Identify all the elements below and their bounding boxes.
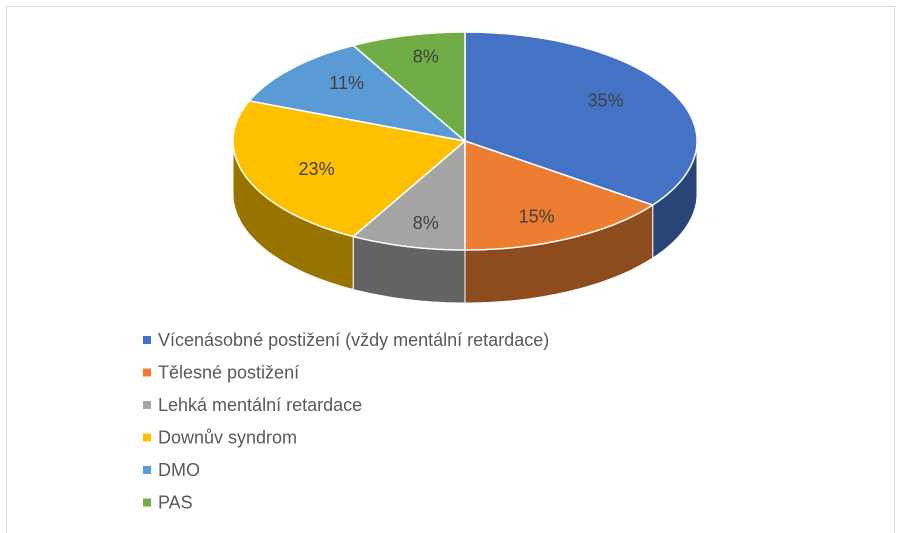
- legend-swatch: [143, 336, 151, 344]
- data-label: 15%: [519, 206, 555, 226]
- pie-slice: [351, 31, 466, 143]
- data-label: 8%: [413, 213, 439, 233]
- legend-label: Downův syndrom: [158, 427, 297, 447]
- data-label: 35%: [588, 91, 624, 111]
- legend-swatch: [143, 466, 151, 474]
- data-label: 23%: [299, 159, 335, 179]
- legend-label: DMO: [158, 460, 200, 480]
- pie-slice: [247, 44, 468, 143]
- pie-slice: [232, 100, 467, 238]
- pie-slice: [464, 31, 698, 206]
- legend-swatch: [143, 433, 151, 442]
- legend-label: Lehká mentální retardace: [158, 395, 362, 415]
- pie-slice: [464, 139, 655, 251]
- legend-label: Tělesné postižení: [158, 362, 299, 382]
- legend-swatch: [143, 401, 151, 409]
- legend-label: Vícenásobné postižení (vždy mentální ret…: [158, 330, 549, 350]
- data-label: 11%: [329, 73, 364, 93]
- pie-slice: [351, 139, 466, 251]
- legend-label: PAS: [158, 492, 193, 512]
- data-label: 8%: [413, 46, 439, 66]
- legend-swatch: [143, 498, 151, 507]
- legend-swatch: [143, 368, 151, 377]
